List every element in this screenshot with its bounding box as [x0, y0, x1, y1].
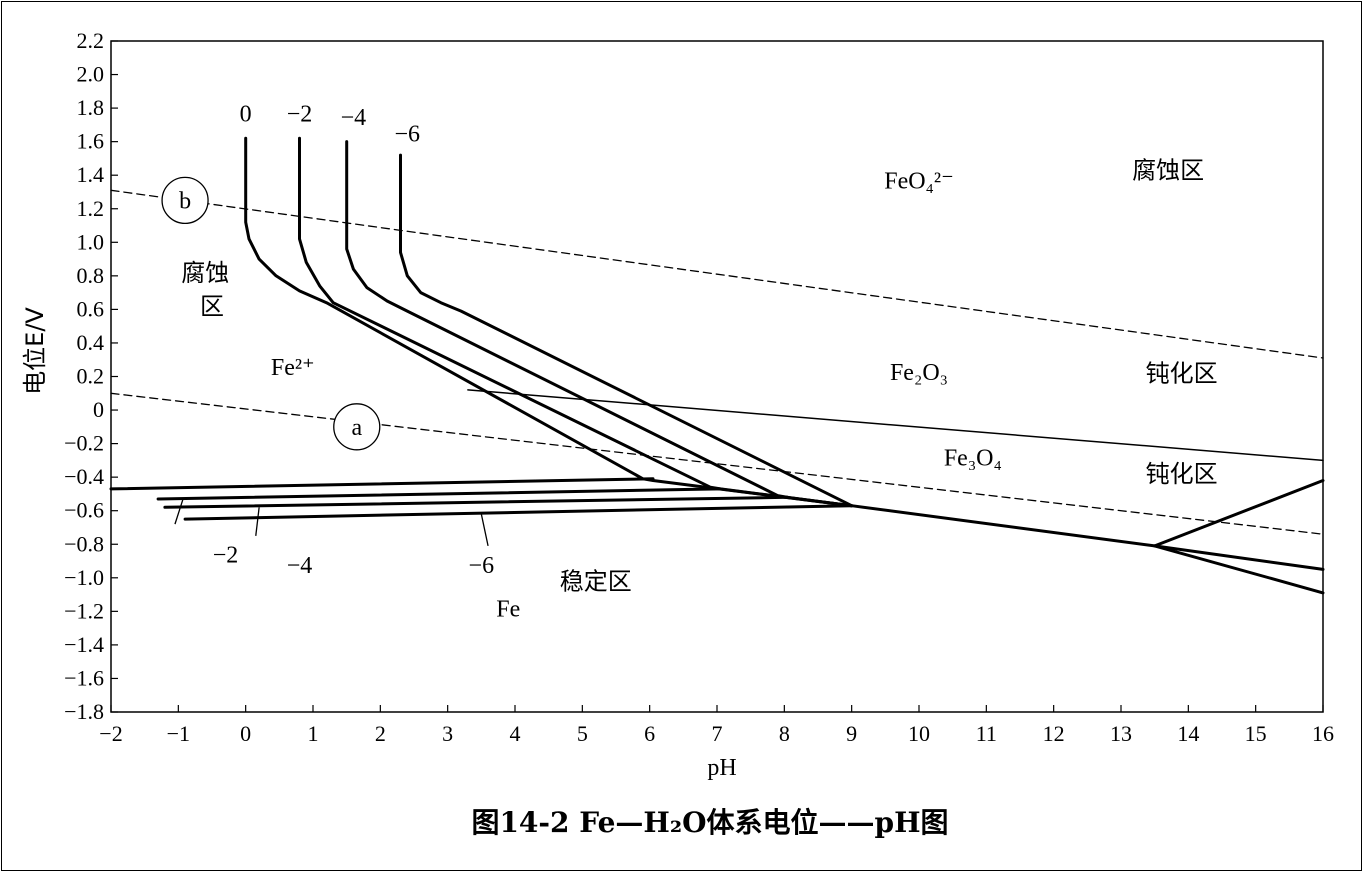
chart-annotation: 腐蚀 [181, 259, 229, 287]
y-tick-label: −1.8 [64, 699, 104, 724]
y-tick-label: 1.2 [77, 196, 105, 221]
chart-annotation: −6 [469, 553, 495, 579]
x-tick-label: 9 [846, 721, 857, 746]
x-tick-label: 8 [779, 721, 790, 746]
y-tick-label: 1.6 [77, 129, 105, 154]
x-tick-label: 6 [644, 721, 655, 746]
series-line [110, 392, 1324, 535]
chart-annotation: FeO₄²⁻ [884, 169, 954, 195]
chart-annotation: Fe₂O₃ [890, 360, 948, 386]
x-tick-label: 5 [577, 721, 588, 746]
x-tick-label: 10 [908, 721, 930, 746]
series-line [467, 389, 1324, 462]
chart-annotation: −2 [213, 543, 239, 569]
chart-annotation: Fe [496, 596, 520, 622]
chart-annotation: −4 [341, 105, 367, 131]
series-line [244, 136, 854, 508]
x-tick-label: 3 [442, 721, 453, 746]
x-tick-label: 11 [976, 721, 997, 746]
x-tick-label: 15 [1245, 721, 1267, 746]
y-tick-label: −1.0 [64, 565, 104, 590]
series-line [183, 504, 854, 521]
y-tick-label: 0.6 [77, 296, 105, 321]
series-line [1153, 544, 1325, 571]
x-tick-label: 16 [1312, 721, 1334, 746]
y-tick-label: −0.6 [64, 498, 104, 523]
x-tick-label: −1 [167, 721, 190, 746]
series-line [850, 504, 1157, 548]
label-leader [174, 498, 184, 525]
x-tick-label: 2 [375, 721, 386, 746]
chart-annotation: Fe₃O₄ [944, 445, 1002, 471]
circle-marker-label: b [179, 188, 191, 214]
x-tick-label: 14 [1177, 721, 1199, 746]
y-tick-label: −1.2 [64, 598, 104, 623]
y-tick-label: 0.4 [77, 330, 105, 355]
label-leader [480, 513, 489, 547]
y-tick-label: 1.4 [77, 162, 105, 187]
x-tick-label: 1 [308, 721, 319, 746]
chart-annotation: 0 [240, 102, 252, 128]
series-line [298, 136, 854, 508]
axes-layer: −2 −1 0 1 2 3 4 5 6 7 8 9 10 11 12 13 14 15 162.22.01.81.6… [64, 28, 1334, 746]
series-line [163, 495, 790, 509]
y-tick-label: −1.4 [64, 632, 104, 657]
y-tick-label: −0.8 [64, 531, 104, 556]
chart-annotation: −2 [287, 102, 313, 128]
circle-marker-label: a [351, 415, 362, 441]
x-tick-label: 13 [1110, 721, 1132, 746]
y-tick-label: −0.4 [64, 464, 104, 489]
series-line [156, 487, 722, 501]
series-line [1153, 544, 1325, 595]
y-tick-label: 0 [93, 397, 104, 422]
y-tick-label: 1.0 [77, 229, 105, 254]
x-axis-label: pH [707, 755, 736, 781]
y-tick-label: 2.2 [77, 28, 105, 53]
x-tick-label: 4 [510, 721, 521, 746]
circle-marker [333, 403, 381, 451]
series-line [399, 153, 854, 508]
x-tick-label: 12 [1043, 721, 1065, 746]
x-tick-label: 7 [712, 721, 723, 746]
x-tick-label: −2 [99, 721, 122, 746]
y-tick-label: 1.8 [77, 95, 105, 120]
chart-annotation: 钝化区 [1146, 360, 1218, 388]
series-layer [109, 136, 1325, 595]
chart-annotation: −6 [394, 122, 420, 148]
chart-annotation: −4 [287, 553, 313, 579]
chart-annotation: 稳定区 [560, 568, 632, 596]
series-line [1153, 479, 1325, 548]
y-tick-label: 0.2 [77, 364, 105, 389]
y-axis-label: 电位E/V [21, 307, 49, 395]
chart-annotation: Fe²⁺ [271, 355, 315, 381]
chart-title: 图14-2 Fe—H₂O体系电位——pH图 [471, 806, 948, 839]
y-tick-label: −1.6 [64, 665, 104, 690]
label-leader [255, 507, 260, 536]
y-tick-label: −0.2 [64, 431, 104, 456]
y-tick-label: 2.0 [77, 62, 105, 87]
series-line [345, 140, 854, 508]
series-line [110, 189, 1324, 359]
chart-annotation: 腐蚀区 [1132, 157, 1204, 185]
x-tick-label: 0 [240, 721, 251, 746]
circle-marker [161, 176, 209, 225]
chart-annotation: 区 [200, 292, 224, 320]
chart-annotation: 钝化区 [1146, 460, 1218, 488]
y-tick-label: 0.8 [77, 263, 105, 288]
series-line [109, 477, 655, 491]
